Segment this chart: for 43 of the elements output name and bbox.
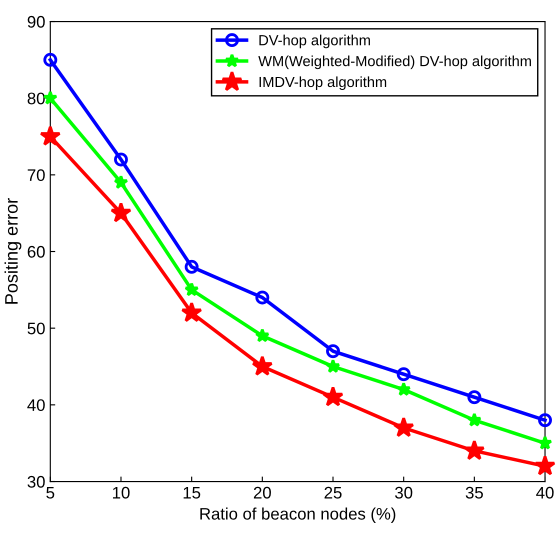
y-tick-label: 80 <box>28 92 45 104</box>
y-axis-title: Positing error <box>4 198 22 304</box>
point <box>40 125 61 146</box>
point <box>114 152 128 166</box>
legend-label: WM(Weighted-Modified) DV-hop algorithm <box>258 56 531 70</box>
y-tick-label: 40 <box>27 399 45 412</box>
x-tick-label: 20 <box>254 486 271 499</box>
point <box>538 436 552 450</box>
point <box>322 386 344 406</box>
y-tick-label: 30 <box>28 476 45 488</box>
point <box>396 382 412 396</box>
x-tick-label: 35 <box>466 486 483 499</box>
point <box>538 413 552 428</box>
x-tick-label: 40 <box>536 486 554 499</box>
point <box>393 416 414 438</box>
point <box>326 344 340 358</box>
x-tick-label: 5 <box>46 486 54 499</box>
legend-label: IMDV-hop algorithm <box>260 76 386 90</box>
x-axis-title: Ratio of beacon nodes (%) <box>200 507 396 523</box>
point <box>467 412 482 427</box>
point <box>181 302 202 322</box>
x-tick-label: 15 <box>184 486 200 499</box>
point <box>43 52 58 67</box>
y-tick-label: 70 <box>28 169 45 182</box>
y-tick-label: 50 <box>28 322 45 334</box>
point <box>464 440 485 460</box>
point <box>396 367 411 382</box>
point <box>252 355 273 376</box>
point <box>254 328 270 342</box>
point <box>114 174 128 189</box>
x-tick-label: 10 <box>112 486 130 499</box>
point <box>184 282 199 296</box>
legend-label: DV-hop algorithm <box>259 34 370 48</box>
point <box>184 260 199 274</box>
point <box>110 202 132 222</box>
point <box>534 455 556 476</box>
x-tick-label: 25 <box>324 486 342 499</box>
x-tick-label: 30 <box>395 486 412 499</box>
point <box>326 358 340 373</box>
y-tick-label: 60 <box>28 246 45 258</box>
y-tick-label: 90 <box>28 16 45 28</box>
point <box>467 390 482 404</box>
point <box>255 290 270 304</box>
